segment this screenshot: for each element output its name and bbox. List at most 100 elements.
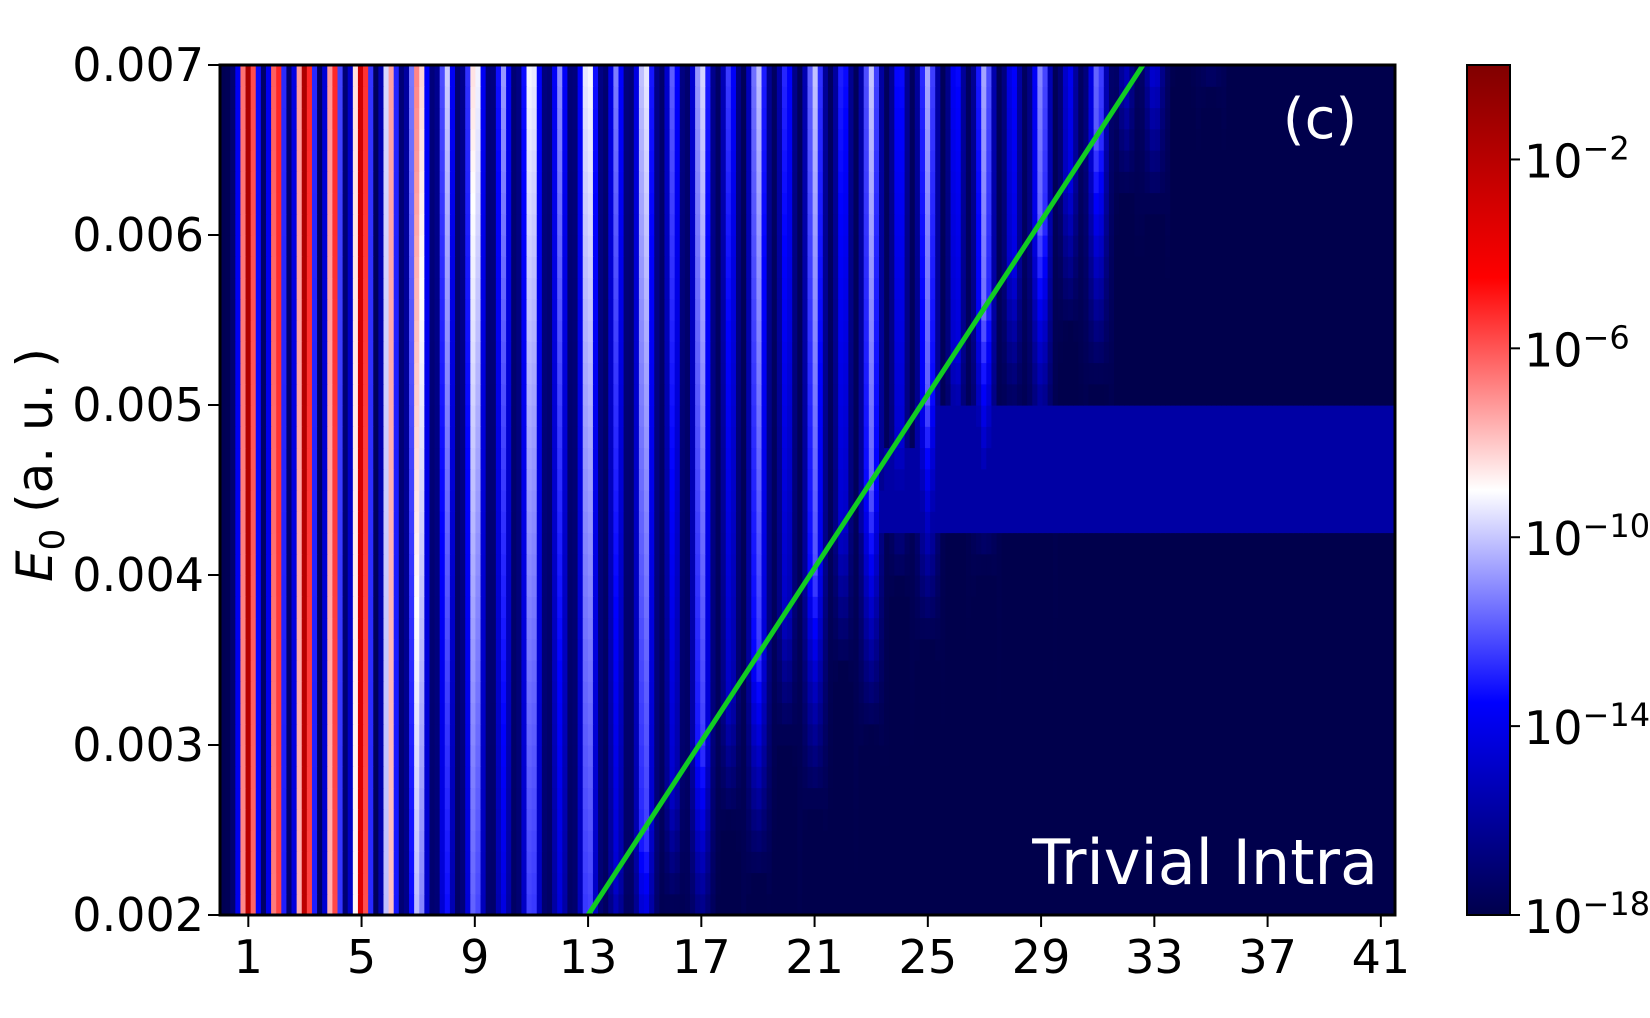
heatmap-cell — [1195, 617, 1202, 640]
heatmap-cell — [1016, 787, 1023, 810]
heatmap-cell — [1272, 745, 1279, 767]
heatmap-cell — [792, 447, 798, 470]
heatmap-cell — [403, 575, 410, 597]
heatmap-cell — [986, 681, 993, 704]
heatmap-cell — [1042, 893, 1049, 916]
heatmap-cell — [1001, 830, 1008, 852]
heatmap-cell — [638, 893, 645, 916]
heatmap-cell — [526, 681, 533, 704]
heatmap-cell — [1093, 872, 1100, 895]
heatmap-cell — [940, 596, 947, 619]
heatmap-cell — [357, 532, 364, 555]
heatmap-cell — [235, 532, 242, 555]
heatmap-cell — [1262, 808, 1268, 831]
heatmap-cell — [572, 893, 579, 916]
heatmap-cell — [373, 511, 379, 534]
heatmap-cell — [500, 787, 507, 810]
heatmap-cell — [751, 872, 758, 895]
heatmap-cell — [1006, 893, 1013, 916]
heatmap-cell — [1297, 511, 1304, 534]
heatmap-cell — [378, 511, 385, 534]
heatmap-cell — [424, 660, 431, 682]
heatmap-cell — [1211, 830, 1217, 852]
heatmap-cell — [986, 830, 993, 852]
heatmap-cell — [965, 511, 972, 534]
heatmap-cell — [449, 681, 456, 704]
heatmap-cell — [853, 766, 860, 789]
heatmap-cell — [455, 830, 461, 852]
heatmap-cell — [960, 830, 967, 852]
heatmap-cell — [1303, 787, 1309, 810]
heatmap-cell — [1057, 511, 1064, 534]
heatmap-cell — [1088, 830, 1095, 852]
heatmap-cell — [414, 851, 420, 874]
heatmap-cell — [1022, 872, 1028, 895]
heatmap-cell — [506, 596, 512, 619]
heatmap-cell — [1042, 872, 1049, 895]
heatmap-cell — [1277, 830, 1284, 852]
heatmap-cell — [945, 851, 952, 874]
heatmap-cell — [598, 830, 604, 852]
heatmap-cell — [807, 745, 814, 767]
heatmap-cell — [296, 872, 303, 895]
heatmap-cell — [1006, 511, 1013, 534]
heatmap-cell — [225, 447, 231, 470]
heatmap-cell — [1226, 490, 1233, 512]
heatmap-cell — [1170, 638, 1176, 661]
heatmap-cell — [1313, 638, 1319, 661]
heatmap-cell — [955, 766, 962, 789]
heatmap-cell — [1384, 723, 1391, 746]
heatmap-cell — [245, 490, 252, 512]
heatmap-cell — [567, 766, 574, 789]
heatmap-cell — [455, 617, 461, 640]
heatmap-cell — [613, 787, 620, 810]
heatmap-cell — [1277, 553, 1284, 576]
heatmap-cell — [919, 596, 926, 619]
heatmap-cell — [705, 596, 712, 619]
heatmap-cell — [690, 787, 696, 810]
heatmap-cell — [935, 745, 941, 767]
heatmap-cell — [368, 745, 374, 767]
heatmap-cell — [286, 766, 293, 789]
heatmap-cell — [363, 490, 369, 512]
heatmap-cell — [429, 808, 436, 831]
heatmap-cell — [919, 702, 926, 725]
heatmap-cell — [546, 766, 553, 789]
heatmap-cell — [230, 447, 236, 470]
heatmap-cell — [1287, 553, 1294, 576]
heatmap-cell — [623, 660, 630, 682]
heatmap-cell — [1160, 851, 1166, 874]
heatmap-cell — [1037, 851, 1044, 874]
heatmap-cell — [781, 575, 788, 597]
heatmap-cell — [1267, 787, 1273, 810]
heatmap-cell — [301, 851, 308, 874]
heatmap-cell — [638, 596, 645, 619]
heatmap-cell — [940, 702, 947, 725]
heatmap-cell — [1154, 553, 1161, 576]
heatmap-cell — [919, 830, 926, 852]
heatmap-cell — [327, 851, 333, 874]
heatmap-cell — [1042, 575, 1049, 597]
heatmap-cell — [746, 745, 752, 767]
heatmap-cell — [1083, 575, 1090, 597]
heatmap-cell — [741, 468, 747, 491]
heatmap-cell — [245, 511, 252, 534]
heatmap-cell — [756, 851, 763, 874]
heatmap-cell — [1103, 766, 1110, 789]
heatmap-cell — [414, 808, 420, 831]
heatmap-cell — [1088, 851, 1095, 874]
heatmap-cell — [720, 553, 727, 576]
heatmap-cell — [1308, 787, 1314, 810]
heatmap-cell — [475, 681, 482, 704]
heatmap-cell — [1216, 893, 1222, 916]
heatmap-cell — [654, 723, 660, 746]
heatmap-cell — [1098, 723, 1105, 746]
heatmap-cell — [1027, 766, 1033, 789]
heatmap-cell — [357, 468, 364, 491]
heatmap-cell — [1144, 511, 1151, 534]
heatmap-cell — [930, 787, 936, 810]
heatmap-cell — [1001, 893, 1008, 916]
heatmap-cell — [434, 681, 441, 704]
heatmap-cell — [260, 872, 267, 895]
heatmap-cell — [679, 553, 686, 576]
